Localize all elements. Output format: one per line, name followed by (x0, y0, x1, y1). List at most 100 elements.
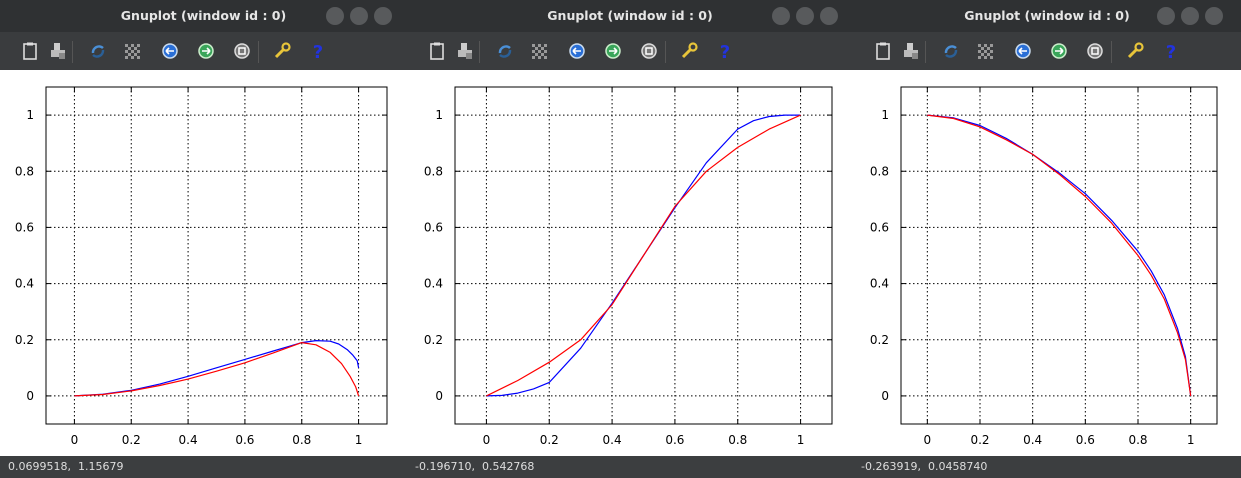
red-curve (927, 114, 1192, 396)
cursor-coordinates: -0.196710, 0.542768 (415, 460, 535, 473)
minimize-button[interactable] (1157, 7, 1175, 25)
grid (455, 87, 832, 424)
x-tick-label: 0.4 (179, 433, 198, 447)
next-zoom-icon[interactable] (196, 41, 216, 61)
y-tick-label: 1 (26, 108, 34, 122)
plot-chart: 0 0.2 0.4 0.6 0.8 1 0 0.2 0.4 0.6 0.8 1 (870, 86, 1218, 447)
settings-icon[interactable] (272, 41, 292, 61)
close-button[interactable] (820, 7, 838, 25)
toolbar-separator (1111, 41, 1112, 63)
next-zoom-icon[interactable] (1049, 41, 1069, 61)
replot-icon[interactable] (495, 41, 515, 61)
help-icon[interactable]: ? (1161, 41, 1181, 61)
print-icon[interactable] (455, 41, 475, 61)
toolbar-separator (479, 41, 480, 63)
window-title: Gnuplot (window id : 0) (120, 8, 287, 23)
autoscale-icon[interactable] (232, 41, 252, 61)
svg-text:?: ? (720, 42, 730, 61)
y-tick-label: 0 (881, 389, 889, 403)
gnuplot-window-3: Gnuplot (window id : 0) ? 0 0.2 0.4 0.6 0.8 1… (853, 0, 1241, 478)
autoscale-icon[interactable] (639, 41, 659, 61)
x-tick-label: 1 (1187, 433, 1195, 447)
grid-icon[interactable] (975, 41, 995, 61)
cursor-coordinates: -0.263919, 0.0458740 (861, 460, 988, 473)
title-bar[interactable]: Gnuplot (window id : 0) (853, 0, 1241, 32)
y-tick-label: 0.4 (870, 277, 889, 291)
grid (901, 87, 1217, 424)
y-tick-label: 0.6 (870, 220, 889, 234)
autoscale-icon[interactable] (1085, 41, 1105, 61)
help-icon[interactable]: ? (715, 41, 735, 61)
y-tick-label: 1 (881, 108, 889, 122)
clipboard-icon[interactable] (20, 41, 40, 61)
blue-curve (74, 340, 360, 397)
y-tick-label: 0.8 (870, 164, 889, 178)
replot-icon[interactable] (88, 41, 108, 61)
plot-area[interactable]: 0 0.2 0.4 0.6 0.8 1 0 0.2 0.4 0.6 0.8 1 (853, 70, 1241, 456)
y-tick-label: 0.2 (424, 333, 443, 347)
minimize-button[interactable] (772, 7, 790, 25)
grid-icon[interactable] (529, 41, 549, 61)
y-tick-label: 1 (435, 108, 443, 122)
cursor-coordinates: 0.0699518, 1.15679 (8, 460, 124, 473)
gnuplot-window-1: Gnuplot (window id : 0) ? 0 0.2 0.4 0.6 0.8 1… (0, 0, 407, 478)
y-tick-label: 0 (435, 389, 443, 403)
blue-curve (927, 114, 1192, 396)
plot-area[interactable]: 0 0.2 0.4 0.6 0.8 1 0 0.2 0.4 0.6 0.8 1 (407, 70, 853, 456)
close-button[interactable] (1205, 7, 1223, 25)
y-tick-label: 0.8 (15, 164, 34, 178)
toolbar-separator (925, 41, 926, 63)
settings-icon[interactable] (1125, 41, 1145, 61)
x-tick-label: 0.6 (1076, 433, 1095, 447)
red-curve (486, 114, 801, 397)
previous-zoom-icon[interactable] (567, 41, 587, 61)
y-tick-label: 0.8 (424, 164, 443, 178)
help-icon[interactable]: ? (308, 41, 328, 61)
title-bar[interactable]: Gnuplot (window id : 0) (407, 0, 853, 32)
title-bar[interactable]: Gnuplot (window id : 0) (0, 0, 407, 32)
svg-text:?: ? (313, 42, 323, 61)
grid (46, 87, 387, 424)
toolbar: ? (853, 32, 1241, 70)
x-tick-label: 0 (483, 433, 491, 447)
x-tick-label: 0.8 (728, 433, 747, 447)
settings-icon[interactable] (679, 41, 699, 61)
plot-area[interactable]: 0 0.2 0.4 0.6 0.8 1 0 0.2 0.4 0.6 0.8 1 (0, 70, 407, 456)
x-tick-label: 0.4 (1023, 433, 1042, 447)
maximize-button[interactable] (350, 7, 368, 25)
grid-icon[interactable] (122, 41, 142, 61)
maximize-button[interactable] (796, 7, 814, 25)
y-tick-label: 0.6 (15, 220, 34, 234)
status-bar: -0.196710, 0.542768 (407, 456, 853, 478)
window-title: Gnuplot (window id : 0) (964, 8, 1130, 23)
plot-chart: 0 0.2 0.4 0.6 0.8 1 0 0.2 0.4 0.6 0.8 1 (15, 86, 388, 447)
x-tick-label: 0.6 (665, 433, 684, 447)
svg-text:?: ? (1166, 42, 1176, 61)
plot-border (900, 86, 1218, 425)
close-button[interactable] (374, 7, 392, 25)
x-tick-label: 0.2 (540, 433, 559, 447)
plot-chart: 0 0.2 0.4 0.6 0.8 1 0 0.2 0.4 0.6 0.8 1 (424, 86, 833, 447)
next-zoom-icon[interactable] (603, 41, 623, 61)
replot-icon[interactable] (941, 41, 961, 61)
minimize-button[interactable] (326, 7, 344, 25)
y-tick-label: 0.2 (15, 333, 34, 347)
previous-zoom-icon[interactable] (1013, 41, 1033, 61)
clipboard-icon[interactable] (427, 41, 447, 61)
x-tick-label: 0.8 (1128, 433, 1147, 447)
y-tick-label: 0.2 (870, 333, 889, 347)
y-tick-label: 0.4 (15, 277, 34, 291)
status-bar: 0.0699518, 1.15679 (0, 456, 407, 478)
window-title: Gnuplot (window id : 0) (547, 8, 713, 23)
clipboard-icon[interactable] (873, 41, 893, 61)
print-icon[interactable] (901, 41, 921, 61)
previous-zoom-icon[interactable] (160, 41, 180, 61)
print-icon[interactable] (48, 41, 68, 61)
x-tick-label: 0.8 (292, 433, 311, 447)
toolbar: ? (407, 32, 853, 70)
plot-border (454, 86, 833, 425)
x-tick-label: 0.2 (122, 433, 141, 447)
maximize-button[interactable] (1181, 7, 1199, 25)
x-tick-label: 1 (355, 433, 363, 447)
x-tick-label: 0.2 (970, 433, 989, 447)
